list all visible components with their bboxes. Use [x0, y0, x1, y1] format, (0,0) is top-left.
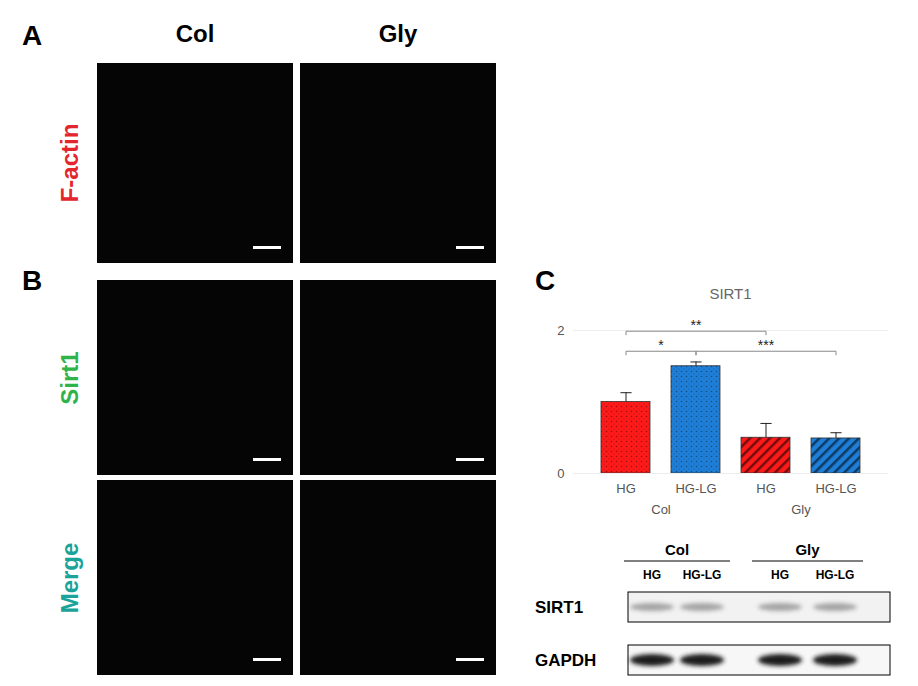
html-text:Merge: Merge	[56, 542, 83, 613]
html-text:Col: Col	[175, 20, 215, 47]
svg-text:HG: HG	[756, 481, 776, 496]
svg-text:Gly: Gly	[791, 502, 811, 517]
svg-text:SIRT1: SIRT1	[535, 598, 583, 617]
svg-text:HG-LG: HG-LG	[815, 481, 856, 496]
html-text:F-actin: F-actin	[56, 123, 83, 203]
svg-text:0: 0	[557, 466, 564, 481]
svg-text:*: *	[658, 337, 664, 353]
svg-text:HG: HG	[771, 568, 789, 582]
svg-text:Col: Col	[651, 502, 671, 517]
svg-text:HG-LG: HG-LG	[683, 568, 722, 582]
svg-text:HG-LG: HG-LG	[675, 481, 716, 496]
svg-text:Col: Col	[665, 541, 689, 558]
svg-text:***: ***	[758, 337, 775, 353]
svg-text:GAPDH: GAPDH	[535, 651, 596, 670]
svg-text:**: **	[691, 317, 702, 333]
html-text:C: C	[535, 265, 556, 296]
svg-text:HG: HG	[643, 568, 661, 582]
html-text:Sirt1: Sirt1	[56, 350, 83, 405]
svg-text:Gly: Gly	[795, 541, 820, 558]
html-text:SIRT1: SIRT1	[709, 285, 752, 302]
html-text:Gly: Gly	[378, 20, 418, 47]
svg-text:HG-LG: HG-LG	[816, 568, 855, 582]
svg-text:2: 2	[557, 323, 564, 338]
html-text:A: A	[22, 20, 43, 51]
html-text:B: B	[22, 265, 43, 296]
svg-text:HG: HG	[616, 481, 636, 496]
